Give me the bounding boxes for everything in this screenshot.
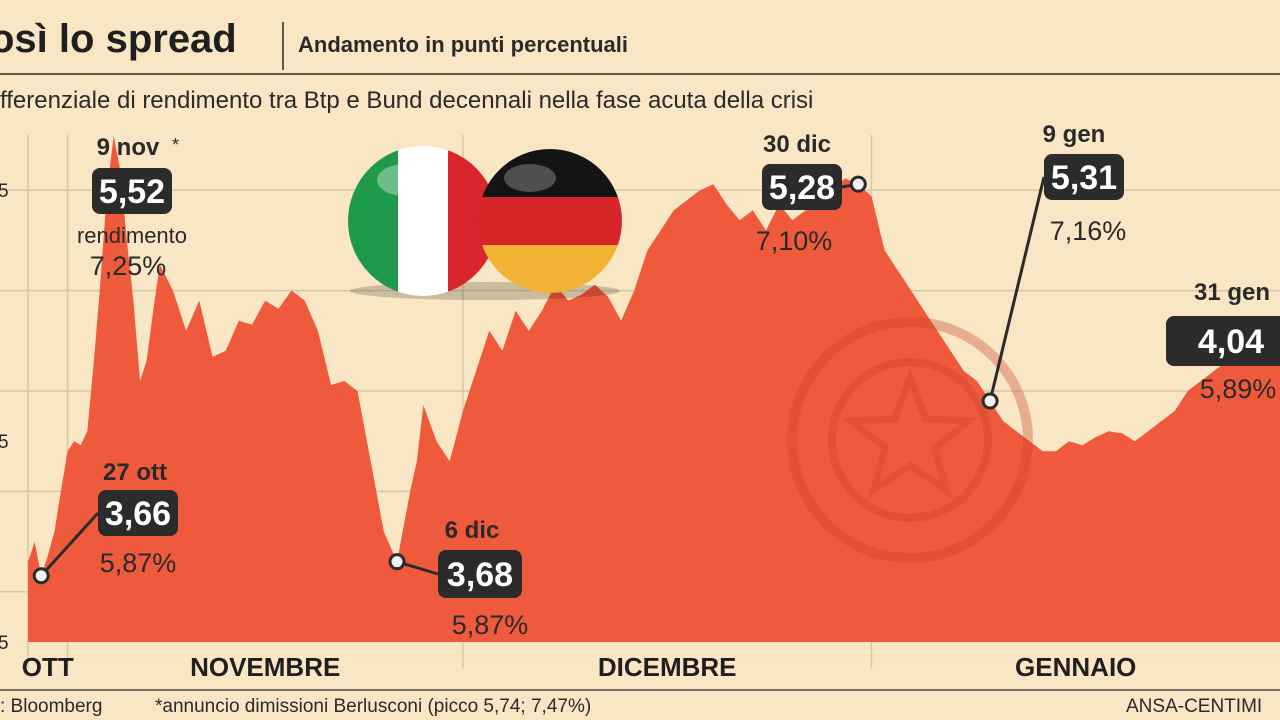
y-tick-label: 5	[0, 181, 9, 202]
y-tick-label: 5	[0, 432, 9, 453]
leader-line	[988, 176, 1046, 402]
callout-yield-label: rendimento	[77, 223, 187, 248]
emblem-watermark	[787, 317, 1033, 563]
callout-yield: 7,16%	[1050, 216, 1127, 246]
callout-date: 6 dic	[445, 517, 500, 544]
month-label: GENNAIO	[1015, 652, 1136, 682]
callout-box	[92, 168, 172, 214]
emblem-ring	[787, 317, 1033, 563]
month-axis: OTT NOVEMBRE DICEMBRE GENNAIO	[22, 652, 1137, 682]
callout-value: 3,68	[447, 556, 513, 594]
month-label: NOVEMBRE	[190, 652, 340, 682]
credit-text: ANSA-CENTIMI	[1126, 696, 1262, 717]
y-tick-label: 5	[0, 633, 9, 654]
callout-date: 9 gen	[1043, 121, 1106, 148]
emblem-star-icon	[841, 367, 979, 499]
chart-subtitle: Andamento in punti percentuali	[298, 32, 628, 57]
callout-date: 27 ott	[103, 459, 167, 486]
annotation-callout: 4,04 31 gen 5,89%	[1166, 279, 1280, 404]
callout-yield: 5,87%	[452, 610, 529, 640]
callout-yield: 5,87%	[100, 548, 177, 578]
flag-gloss	[504, 164, 556, 192]
data-point-marker	[32, 567, 50, 585]
callout-date: 9 nov	[97, 134, 160, 161]
callout-value: 5,28	[769, 169, 835, 207]
annotation-callout: 3,68 6 dic 5,87%	[388, 517, 529, 640]
callout-date: 30 dic	[763, 131, 831, 158]
callout-value: 4,04	[1198, 323, 1264, 361]
callout-value: 5,52	[99, 173, 165, 211]
callout-box	[438, 550, 522, 598]
callout-asterisk: *	[172, 135, 179, 155]
spread-area	[28, 136, 1280, 642]
month-label: DICEMBRE	[598, 652, 737, 682]
annotation-callout: 5,31 9 gen 7,16%	[981, 121, 1127, 410]
footnote-text: *annuncio dimissioni Berlusconi (picco 5…	[155, 696, 591, 717]
source-text: : Bloomberg	[0, 696, 102, 717]
callout-box	[1166, 316, 1280, 366]
annotation-callout: 5,52 9 nov * rendimento 7,25%	[77, 134, 187, 281]
month-label: OTT	[22, 652, 74, 682]
callout-date: 31 gen	[1194, 279, 1270, 306]
chart-footer: : Bloomberg *annuncio dimissioni Berlusc…	[0, 696, 1262, 717]
annotation-callout: 5,28 30 dic 7,10%	[756, 131, 867, 256]
leader-line	[40, 511, 100, 577]
emblem-gear	[828, 358, 992, 522]
callout-yield: 7,25%	[90, 251, 167, 281]
callout-box	[98, 490, 178, 536]
spread-area-fill	[28, 136, 1280, 642]
data-point-marker	[849, 175, 867, 193]
flags	[348, 146, 622, 300]
data-point-marker	[981, 392, 999, 410]
chart-description: fferenziale di rendimento tra Btp e Bund…	[0, 87, 813, 114]
data-point-marker	[388, 553, 406, 571]
callout-box	[1044, 154, 1124, 200]
chart-title: osì lo spread	[0, 17, 237, 61]
annotations: 3,66 27 ott 5,87% 5,52 9 nov * rendimento 7,25%…	[32, 121, 1280, 640]
callout-value: 5,31	[1051, 159, 1117, 197]
callout-yield: 5,89%	[1200, 374, 1277, 404]
callout-box	[762, 164, 842, 210]
chart-header: osì lo spread Andamento in punti percent…	[0, 17, 1280, 114]
flag-gloss	[377, 164, 433, 196]
annotation-callout: 3,66 27 ott 5,87%	[32, 459, 178, 585]
callout-value: 3,66	[105, 495, 171, 533]
callout-yield: 7,10%	[756, 226, 833, 256]
